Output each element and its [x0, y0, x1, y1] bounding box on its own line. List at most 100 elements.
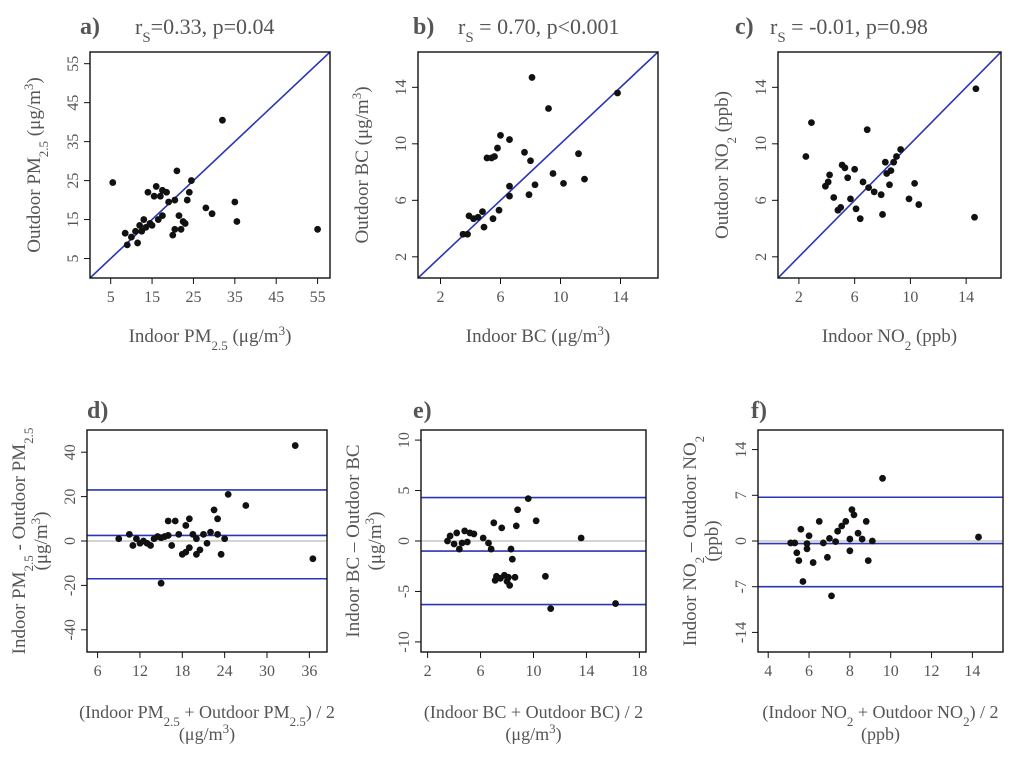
x-tick-label: 6 — [477, 663, 485, 680]
data-point — [532, 517, 540, 525]
data-point — [171, 196, 179, 204]
data-point — [134, 239, 141, 247]
x-axis-title-line2: (μg/m3​) — [505, 721, 561, 746]
x-tick-label: 6 — [94, 663, 102, 680]
data-point — [125, 530, 133, 538]
data-point — [870, 188, 878, 196]
data-point — [826, 534, 833, 542]
data-point — [224, 490, 232, 498]
x-tick-label: 6 — [851, 289, 859, 306]
data-point — [527, 157, 534, 165]
data-point — [824, 553, 831, 561]
data-point — [846, 547, 854, 555]
x-tick-label: 35 — [227, 289, 243, 306]
data-point — [171, 225, 179, 233]
data-point — [200, 530, 207, 538]
data-point — [524, 495, 532, 503]
data-point — [506, 582, 514, 589]
y-axis-title: Outdoor BC (μg/m3​) — [349, 86, 374, 243]
data-point — [480, 223, 488, 231]
correlation-annotation: rS=0.33, p=0.04 — [135, 14, 275, 46]
x-tick-label: 4 — [764, 663, 772, 680]
data-point — [109, 179, 117, 186]
data-point — [854, 529, 862, 537]
data-point — [185, 544, 193, 552]
data-point — [897, 146, 905, 153]
data-point — [832, 538, 839, 546]
panel-label: b) — [413, 14, 434, 40]
data-point — [458, 539, 466, 547]
data-point — [824, 178, 832, 186]
x-tick-label: 30 — [259, 663, 275, 680]
x-tick-label: 24 — [217, 663, 233, 680]
data-point — [886, 181, 893, 189]
identity-line — [418, 52, 658, 278]
data-point — [157, 579, 165, 587]
data-point — [795, 557, 803, 564]
data-point — [159, 212, 166, 220]
y-tick-label: 14 — [393, 79, 410, 95]
data-point — [850, 511, 858, 519]
data-point — [868, 537, 876, 545]
y-tick-label: -5 — [396, 585, 413, 598]
data-point — [193, 535, 200, 543]
data-point — [819, 539, 827, 547]
data-point — [494, 144, 501, 152]
data-point — [577, 534, 585, 542]
y-tick-label: 20 — [62, 489, 79, 505]
y-tick-label: 6 — [393, 196, 410, 204]
x-tick-label: 2 — [795, 289, 803, 306]
x-tick-label: 10 — [883, 663, 899, 680]
data-point — [169, 231, 177, 239]
data-point — [828, 592, 835, 600]
y-tick-label: 15 — [65, 212, 82, 228]
data-point — [183, 196, 191, 204]
data-point — [461, 527, 469, 535]
data-point — [207, 528, 214, 536]
y-tick-label: 14 — [733, 442, 750, 458]
y-tick-label: 10 — [393, 136, 410, 152]
data-point — [803, 540, 811, 548]
plot-frame — [777, 51, 1002, 279]
data-point — [233, 218, 241, 225]
data-point — [171, 517, 179, 525]
panel-c: c) rS = -0.01, p=0.98 2 6 10 14 2 6 10 14 Indoor N… — [712, 14, 1002, 353]
data-point — [173, 167, 181, 175]
x-tick-label: 14 — [613, 289, 629, 306]
x-tick-label: 14 — [964, 663, 980, 680]
data-point — [531, 181, 539, 189]
data-point — [890, 158, 898, 166]
x-tick-label: 14 — [578, 663, 594, 680]
data-point — [802, 153, 810, 160]
x-tick-label: 2 — [424, 663, 432, 680]
data-point — [545, 105, 552, 112]
y-tick-label: 10 — [396, 432, 413, 448]
data-point — [506, 192, 513, 200]
data-point — [152, 183, 160, 190]
data-point — [185, 188, 193, 196]
x-tick-label: 6 — [497, 289, 505, 306]
data-point — [612, 600, 619, 607]
data-point — [581, 175, 588, 183]
data-point — [971, 213, 978, 221]
data-point — [453, 529, 461, 537]
data-point — [848, 506, 856, 514]
data-point — [489, 215, 497, 223]
plot-frame — [89, 51, 331, 279]
y-axis-title-line1: Indoor NO2​ – Outdoor NO2​ — [680, 436, 707, 646]
data-point — [865, 184, 872, 192]
data-point — [879, 474, 886, 482]
data-point — [495, 206, 503, 214]
data-point — [858, 535, 866, 543]
data-point — [196, 546, 204, 554]
data-point — [844, 174, 852, 182]
identity-line — [90, 52, 330, 278]
data-point — [521, 148, 528, 156]
x-tick-label: 8 — [846, 663, 854, 680]
data-point — [144, 188, 152, 196]
data-point — [148, 221, 156, 229]
y-axis-title: Outdoor NO2​ (ppb) — [712, 91, 739, 239]
correlation-annotation: rS = 0.70, p<0.001 — [458, 14, 620, 46]
panel-e: e) 2 6 10 14 18 -10 -5 0 5 10 (Indoor BC + Outdoor … — [343, 398, 647, 745]
